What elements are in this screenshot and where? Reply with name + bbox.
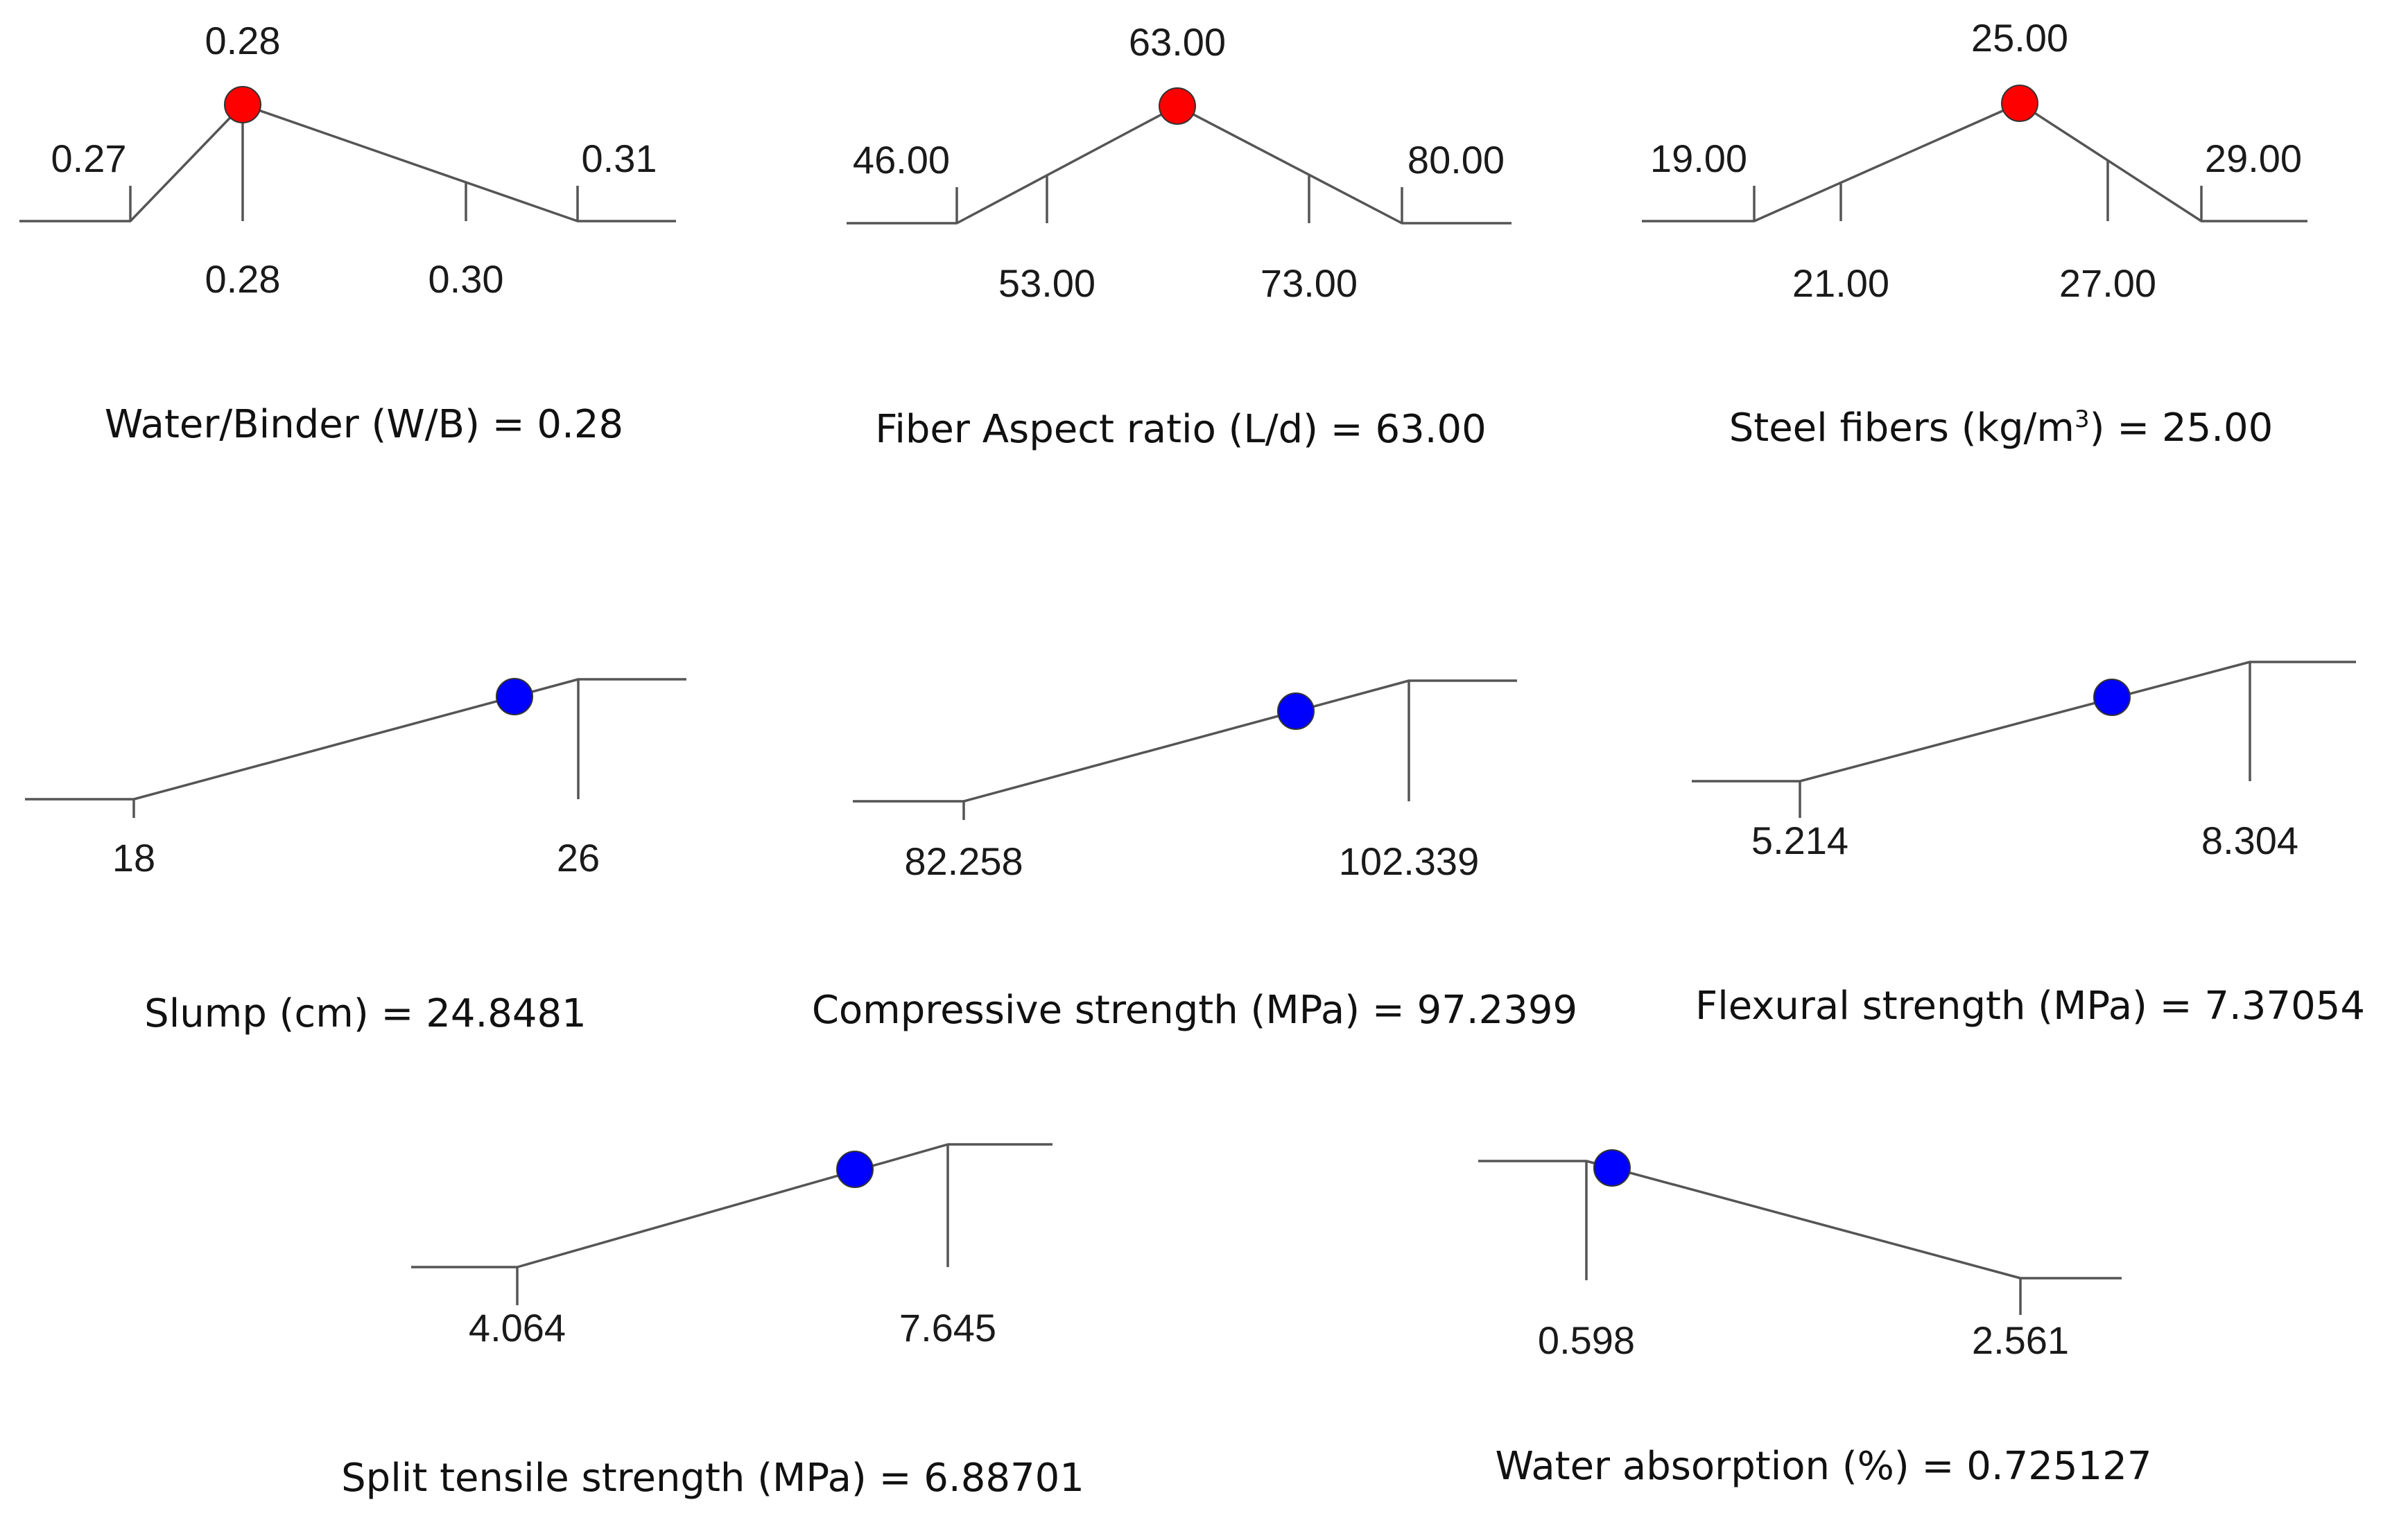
response-marker [836, 1151, 874, 1188]
tick-label: 19.00 [1650, 137, 1747, 180]
tick-label: 2.561 [1972, 1318, 2069, 1362]
tick-label: 53.00 [998, 261, 1095, 305]
ramp-line [853, 679, 1517, 803]
tick-label: 0.27 [51, 137, 127, 180]
response-marker [1277, 692, 1315, 730]
tick-label: 82.258 [904, 839, 1023, 883]
ramp-line [1478, 1160, 2122, 1280]
selected-label: 25.00 [1971, 16, 2068, 60]
panel-water-binder: 0.28 0.27 0.31 0.28 0.30 Water/Binder (W… [19, 19, 676, 447]
ramp-line [411, 1143, 1053, 1268]
tick-label: 0.598 [1538, 1318, 1635, 1362]
tick-label: 18 [112, 836, 155, 880]
selected-label: 63.00 [1129, 20, 1226, 64]
setting-marker[interactable] [1159, 87, 1196, 125]
chart-caption: Water absorption (%) = 0.725127 [1496, 1444, 2152, 1489]
panel-fiber-aspect-ratio: 63.00 46.00 80.00 53.00 73.00 Fiber Aspe… [847, 20, 1512, 452]
chart-caption: Water/Binder (W/B) = 0.28 [105, 402, 623, 447]
setting-marker[interactable] [2001, 85, 2038, 122]
ramp-line [25, 678, 686, 801]
response-marker [2093, 679, 2131, 716]
chart-caption: Fiber Aspect ratio (L/d) = 63.00 [875, 407, 1487, 452]
response-marker [1593, 1149, 1631, 1187]
tick-label: 80.00 [1407, 138, 1505, 182]
tick-label: 29.00 [2205, 137, 2302, 180]
tick-label: 21.00 [1792, 261, 1889, 305]
tick-label: 5.214 [1751, 819, 1848, 862]
tick-label: 8.304 [2201, 819, 2298, 862]
tick-label: 27.00 [2059, 261, 2156, 305]
panel-steel-fibers: 25.00 19.00 29.00 21.00 27.00 Steel fibe… [1642, 16, 2307, 451]
chart-caption: Steel fibers (kg/m3) = 25.00 [1729, 405, 2273, 451]
panel-compressive-strength: 82.258 102.339 Compressive strength (MPa… [812, 679, 1577, 1033]
response-marker [496, 678, 533, 715]
panel-slump: 18 26 Slump (cm) = 24.8481 [25, 678, 686, 1036]
chart-caption: Split tensile strength (MPa) = 6.88701 [341, 1456, 1084, 1501]
tick-label: 26 [557, 836, 600, 880]
tick-label: 73.00 [1261, 261, 1358, 305]
panel-water-absorption: 0.598 2.561 Water absorption (%) = 0.725… [1478, 1149, 2152, 1489]
panel-split-tensile-strength: 4.064 7.645 Split tensile strength (MPa)… [341, 1143, 1084, 1501]
caption-superscript: 3 [2074, 405, 2090, 433]
tick-label: 4.064 [469, 1306, 566, 1350]
caption-main: Steel fibers (kg/m [1729, 405, 2074, 451]
tick-label: 0.31 [582, 137, 657, 180]
panel-flexural-strength: 5.214 8.304 Flexural strength (MPa) = 7.… [1692, 661, 2365, 1029]
chart-caption: Slump (cm) = 24.8481 [144, 991, 587, 1036]
tick-label: 7.645 [899, 1306, 996, 1350]
tick-label: 0.28 [205, 257, 281, 301]
ramp-line [1692, 661, 2356, 783]
selected-label: 0.28 [205, 19, 281, 62]
setting-marker[interactable] [224, 86, 261, 123]
caption-tail: ) = 25.00 [2090, 405, 2273, 451]
chart-caption: Flexural strength (MPa) = 7.37054 [1695, 984, 2365, 1029]
tick-label: 0.30 [428, 257, 504, 301]
tick-label: 102.339 [1339, 839, 1479, 883]
tick-label: 46.00 [853, 138, 950, 182]
chart-caption: Compressive strength (MPa) = 97.2399 [812, 988, 1577, 1033]
